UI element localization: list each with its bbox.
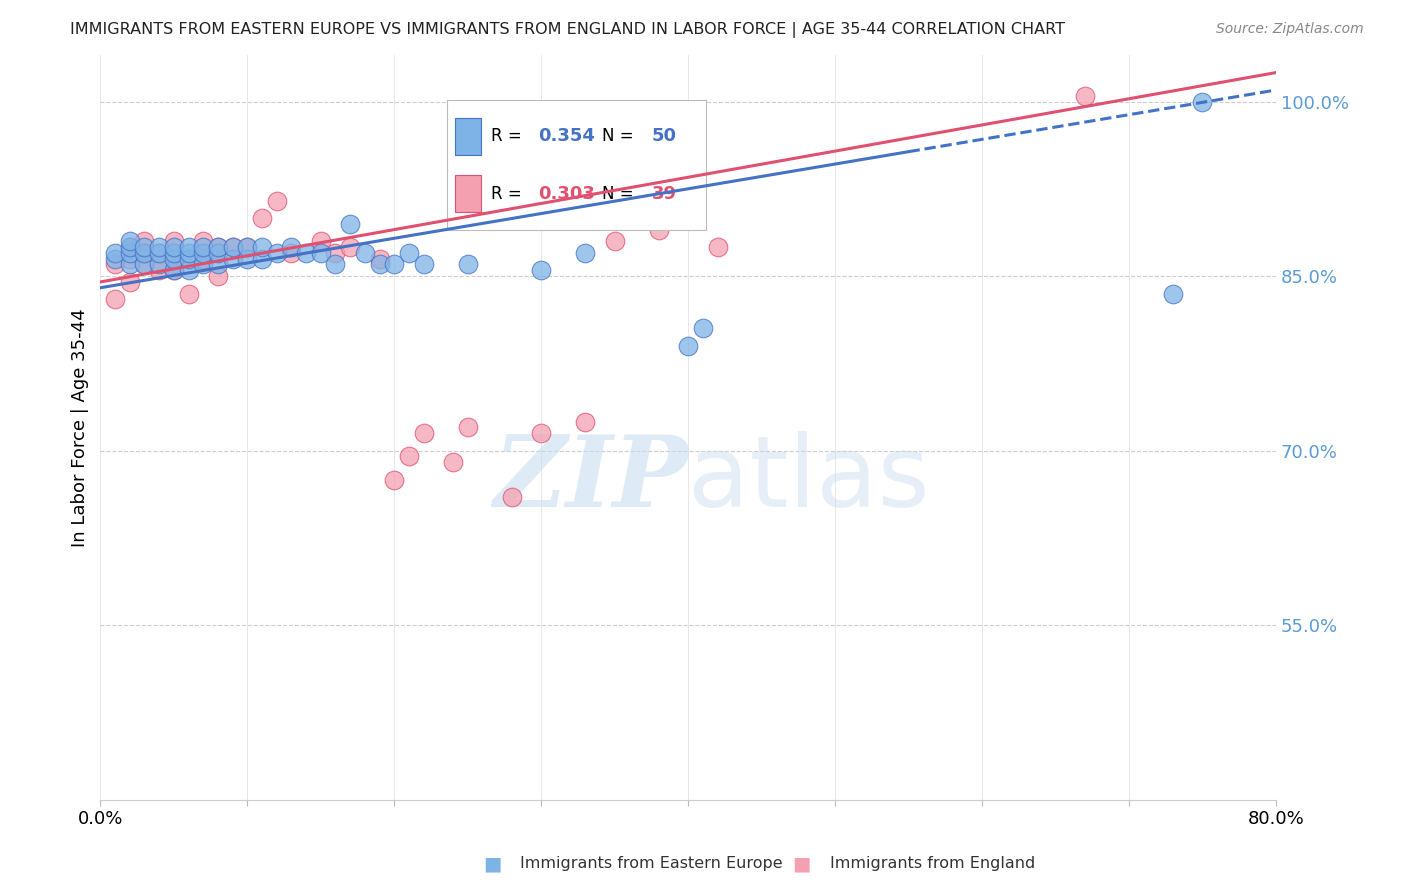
Point bbox=[266, 194, 288, 208]
Point bbox=[648, 222, 671, 236]
Point bbox=[207, 245, 229, 260]
Point bbox=[530, 263, 553, 277]
Point bbox=[193, 245, 215, 260]
Point bbox=[177, 252, 200, 266]
Point bbox=[221, 252, 243, 266]
Point bbox=[163, 252, 186, 266]
Point bbox=[148, 245, 170, 260]
Point bbox=[163, 245, 186, 260]
Point bbox=[221, 240, 243, 254]
Text: Immigrants from England: Immigrants from England bbox=[830, 856, 1035, 871]
Point bbox=[148, 245, 170, 260]
Point bbox=[104, 258, 127, 272]
Point bbox=[118, 234, 141, 248]
Point bbox=[457, 258, 479, 272]
Point bbox=[118, 240, 141, 254]
Point bbox=[134, 245, 156, 260]
Point bbox=[295, 245, 318, 260]
Point bbox=[236, 252, 259, 266]
Point bbox=[207, 269, 229, 284]
Point bbox=[163, 240, 186, 254]
Point bbox=[104, 252, 127, 266]
Point bbox=[1161, 286, 1184, 301]
Point bbox=[207, 240, 229, 254]
Point bbox=[134, 258, 156, 272]
Point bbox=[118, 240, 141, 254]
Point bbox=[412, 426, 434, 441]
Point bbox=[574, 415, 596, 429]
Point bbox=[104, 293, 127, 307]
Point bbox=[193, 252, 215, 266]
Point bbox=[368, 258, 391, 272]
Point bbox=[250, 240, 273, 254]
Text: Immigrants from Eastern Europe: Immigrants from Eastern Europe bbox=[520, 856, 783, 871]
Text: ■: ■ bbox=[482, 854, 502, 873]
Point bbox=[118, 245, 141, 260]
Point bbox=[236, 240, 259, 254]
Point bbox=[706, 240, 728, 254]
Point bbox=[104, 245, 127, 260]
Point bbox=[339, 240, 361, 254]
Point bbox=[280, 240, 302, 254]
Text: ZIP: ZIP bbox=[494, 431, 688, 528]
Point bbox=[163, 252, 186, 266]
Point bbox=[177, 240, 200, 254]
Point bbox=[441, 455, 464, 469]
Point bbox=[309, 234, 332, 248]
Point bbox=[325, 245, 347, 260]
Point bbox=[603, 234, 626, 248]
Point bbox=[501, 490, 523, 504]
Point bbox=[339, 217, 361, 231]
Point bbox=[118, 252, 141, 266]
Text: IMMIGRANTS FROM EASTERN EUROPE VS IMMIGRANTS FROM ENGLAND IN LABOR FORCE | AGE 3: IMMIGRANTS FROM EASTERN EUROPE VS IMMIGR… bbox=[70, 22, 1066, 38]
Point bbox=[382, 473, 405, 487]
Point bbox=[134, 240, 156, 254]
Point bbox=[398, 450, 420, 464]
Point bbox=[676, 339, 699, 353]
Point bbox=[457, 420, 479, 434]
Point bbox=[177, 263, 200, 277]
Point bbox=[207, 258, 229, 272]
Text: Source: ZipAtlas.com: Source: ZipAtlas.com bbox=[1216, 22, 1364, 37]
Point bbox=[354, 245, 377, 260]
Point bbox=[236, 240, 259, 254]
Point bbox=[368, 252, 391, 266]
Point bbox=[118, 258, 141, 272]
Point bbox=[398, 245, 420, 260]
Text: ■: ■ bbox=[792, 854, 811, 873]
Point bbox=[250, 252, 273, 266]
Point bbox=[280, 245, 302, 260]
Point bbox=[148, 258, 170, 272]
Point bbox=[412, 258, 434, 272]
Text: atlas: atlas bbox=[688, 431, 929, 528]
Point bbox=[309, 245, 332, 260]
Point bbox=[382, 258, 405, 272]
Point bbox=[574, 245, 596, 260]
Point bbox=[118, 275, 141, 289]
Point bbox=[325, 258, 347, 272]
Point bbox=[134, 258, 156, 272]
Point bbox=[163, 263, 186, 277]
Point bbox=[1191, 95, 1213, 109]
Point bbox=[193, 258, 215, 272]
Point bbox=[266, 245, 288, 260]
Point bbox=[530, 426, 553, 441]
Point bbox=[134, 245, 156, 260]
Point bbox=[692, 321, 714, 335]
Point bbox=[207, 240, 229, 254]
Point bbox=[250, 211, 273, 225]
Point bbox=[177, 286, 200, 301]
Point bbox=[134, 234, 156, 248]
Point bbox=[193, 240, 215, 254]
Point bbox=[163, 234, 186, 248]
Point bbox=[148, 263, 170, 277]
Point bbox=[163, 263, 186, 277]
Point bbox=[1074, 88, 1097, 103]
Point bbox=[148, 240, 170, 254]
Point bbox=[221, 240, 243, 254]
Y-axis label: In Labor Force | Age 35-44: In Labor Force | Age 35-44 bbox=[72, 308, 89, 547]
Point bbox=[193, 234, 215, 248]
Point bbox=[177, 245, 200, 260]
